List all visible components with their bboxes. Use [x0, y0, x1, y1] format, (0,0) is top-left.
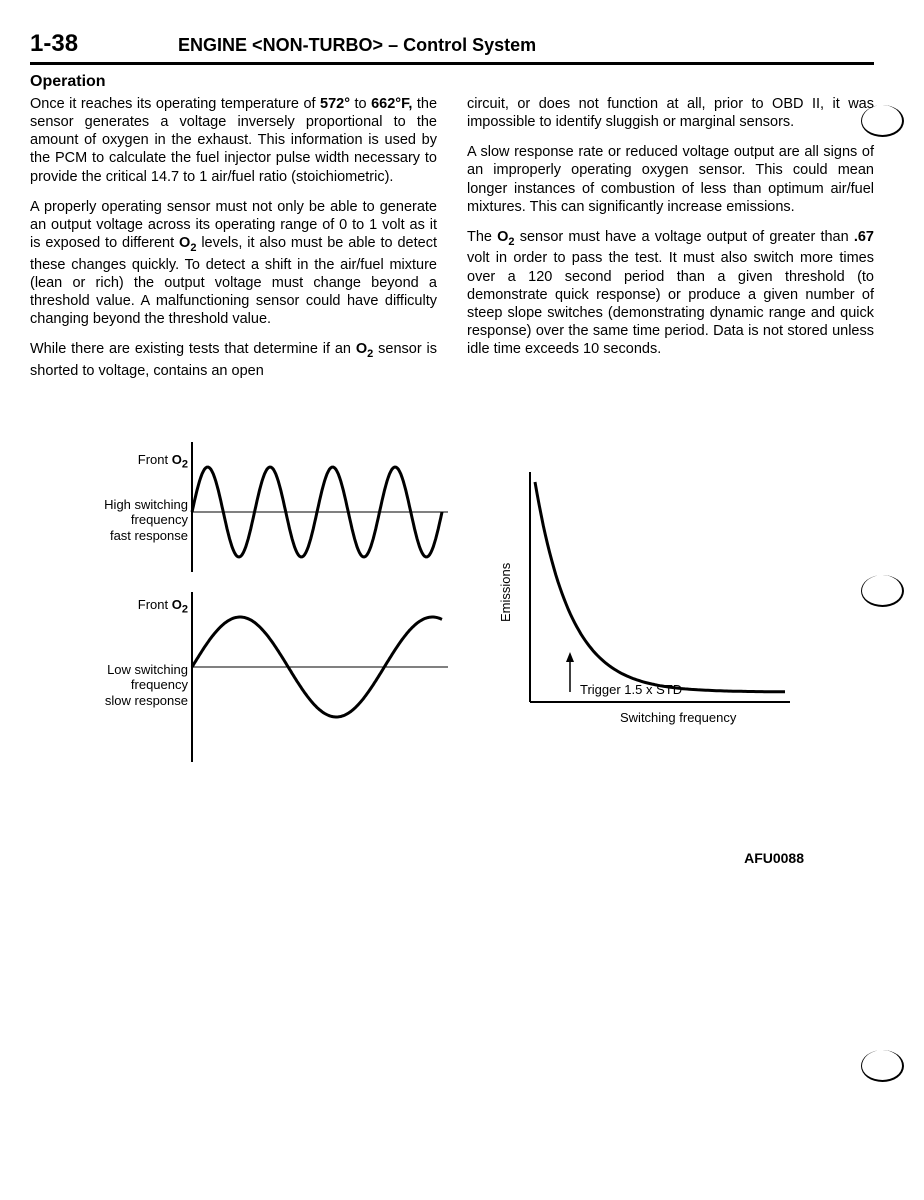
left-column: Once it reaches its operating temperatur… [30, 95, 437, 392]
page: 1-38 ENGINE <NON-TURBO> – Control System… [0, 0, 924, 1200]
wave1-subtitle: High switchingfrequencyfast response [104, 497, 188, 544]
paragraph: circuit, or does not function at all, pr… [467, 95, 874, 131]
page-number: 1-38 [30, 30, 78, 58]
wave1-title: Front O2 [138, 452, 188, 472]
emissions-chart: Trigger 1.5 x STD Switching frequency Em… [490, 462, 810, 742]
paragraph: A properly operating sensor must not onl… [30, 198, 437, 328]
paragraph: A slow response rate or reduced voltage … [467, 143, 874, 216]
wave-svg [190, 442, 450, 772]
punch-hole [861, 575, 904, 607]
punch-hole [861, 105, 904, 137]
y-axis-label: Emissions [498, 562, 513, 622]
text-columns: Once it reaches its operating temperatur… [30, 95, 874, 392]
punch-hole [861, 1050, 904, 1082]
section-title: Operation [30, 73, 874, 91]
annotation-text: Trigger 1.5 x STD [580, 682, 682, 697]
arrowhead-icon [566, 652, 574, 662]
paragraph: While there are existing tests that dete… [30, 340, 437, 380]
paragraph: Once it reaches its operating temperatur… [30, 95, 437, 186]
paragraph: The O2 sensor must have a voltage output… [467, 228, 874, 358]
x-axis-label: Switching frequency [620, 710, 737, 725]
emissions-svg: Trigger 1.5 x STD Switching frequency Em… [490, 462, 810, 742]
wave-diagrams: Front O2 High switchingfrequencyfast res… [50, 442, 450, 772]
reference-code: AFU0088 [744, 850, 804, 866]
diagrams-row: Front O2 High switchingfrequencyfast res… [30, 442, 874, 772]
wave2-title: Front O2 [138, 597, 188, 617]
header-title: ENGINE <NON-TURBO> – Control System [178, 35, 536, 56]
wave2-subtitle: Low switchingfrequencyslow response [105, 662, 188, 709]
page-header: 1-38 ENGINE <NON-TURBO> – Control System [30, 30, 874, 65]
right-column: circuit, or does not function at all, pr… [467, 95, 874, 392]
